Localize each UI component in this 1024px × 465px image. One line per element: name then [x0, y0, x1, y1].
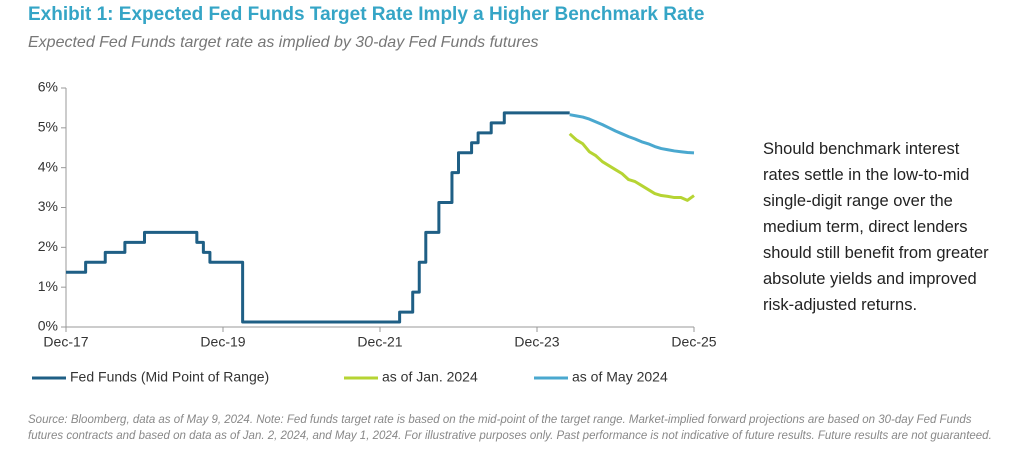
y-tick-label: 3% — [38, 198, 58, 214]
y-tick-label: 6% — [38, 79, 58, 95]
x-tick-label: Dec-25 — [671, 334, 716, 350]
x-tick-label: Dec-19 — [200, 334, 245, 350]
chart-subtitle: Expected Fed Funds target rate as implie… — [28, 34, 539, 51]
x-tick-label: Dec-21 — [357, 334, 402, 350]
legend-label: as of May 2024 — [572, 369, 668, 385]
y-tick-label: 1% — [38, 278, 58, 294]
y-tick-label: 2% — [38, 238, 58, 254]
x-tick-label: Dec-23 — [514, 334, 559, 350]
legend-label: as of Jan. 2024 — [382, 369, 478, 385]
series-line — [569, 113, 695, 155]
x-tick-label: Dec-17 — [43, 334, 88, 350]
y-tick-label: 5% — [38, 119, 58, 135]
series-line — [66, 111, 570, 324]
legend-label: Fed Funds (Mid Point of Range) — [70, 369, 269, 385]
series-line — [568, 132, 695, 202]
source-note: Source: Bloomberg, data as of May 9, 202… — [28, 414, 992, 442]
chart-title: Exhibit 1: Expected Fed Funds Target Rat… — [28, 4, 705, 25]
y-tick-label: 4% — [38, 158, 58, 174]
annotation: Should benchmark interest rates settle i… — [763, 140, 989, 314]
y-tick-label: 0% — [38, 318, 58, 334]
